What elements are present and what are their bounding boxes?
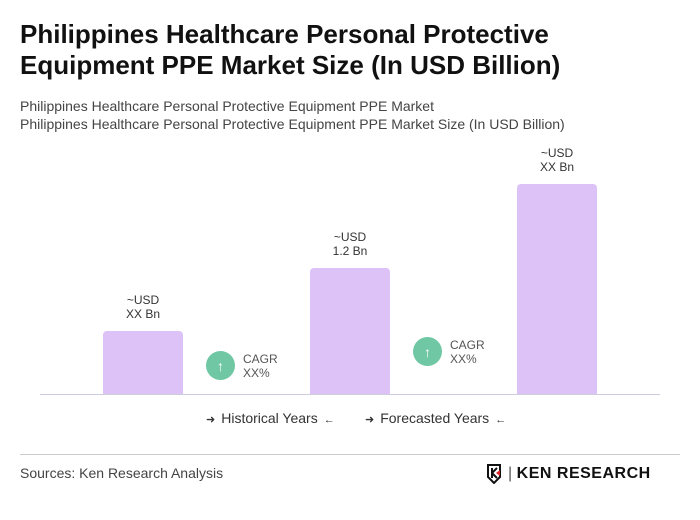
bar-value-text: ~USD bbox=[540, 146, 574, 160]
bar-value-label: ~USD XX Bn bbox=[83, 293, 203, 321]
arrow-up-icon: ↑ bbox=[413, 337, 442, 366]
subtitle: Philippines Healthcare Personal Protecti… bbox=[20, 98, 434, 114]
legend-label: Historical Years bbox=[221, 410, 318, 426]
cagr-value: XX% bbox=[450, 351, 477, 366]
bar-value-text: ~USD bbox=[333, 230, 367, 244]
cagr-label: CAGR bbox=[450, 337, 485, 352]
divider bbox=[20, 454, 680, 455]
logo-text: KEN RESEARCH bbox=[516, 465, 651, 482]
ken-research-logo: | KEN RESEARCH bbox=[486, 464, 651, 484]
arrow-right-icon: ➜ bbox=[365, 414, 375, 426]
bar bbox=[103, 331, 183, 394]
legend-forecasted: ➜ Forecasted Years ← bbox=[359, 410, 512, 426]
arrow-right-icon: ➜ bbox=[206, 414, 216, 426]
cagr-badge: ↑ CAGR XX% bbox=[206, 351, 278, 380]
bar-value-text: 1.2 Bn bbox=[332, 244, 368, 258]
bar-value-label: ~USD XX Bn bbox=[497, 146, 617, 174]
arrow-up-icon: ↑ bbox=[206, 351, 235, 380]
source-note: Sources: Ken Research Analysis bbox=[20, 465, 224, 481]
legend-historical: ➜ Historical Years ← bbox=[200, 410, 341, 426]
cagr-badge: ↑ CAGR XX% bbox=[413, 337, 485, 366]
bar-value-text: XX Bn bbox=[539, 160, 575, 174]
cagr-value: XX% bbox=[243, 365, 270, 380]
bar bbox=[310, 268, 390, 394]
subtitle-secondary: Philippines Healthcare Personal Protecti… bbox=[20, 116, 565, 132]
arrow-left-icon: ← bbox=[495, 414, 507, 426]
bar-value-label: ~USD 1.2 Bn bbox=[290, 230, 410, 258]
bar bbox=[517, 184, 597, 394]
bar-value-text: ~USD bbox=[126, 293, 160, 307]
arrow-left-icon: ← bbox=[323, 414, 335, 426]
logo-icon bbox=[487, 464, 501, 484]
page-title: Philippines Healthcare Personal Protecti… bbox=[20, 19, 561, 80]
cagr-label: CAGR bbox=[243, 351, 278, 366]
x-axis bbox=[40, 394, 660, 395]
bar-chart: ↑ CAGR XX% ↑ CAGR XX% ➜ Historical Years ← ➜… bbox=[40, 146, 660, 426]
bar-value-text: XX Bn bbox=[125, 307, 161, 321]
legend-label: Forecasted Years bbox=[380, 410, 490, 426]
